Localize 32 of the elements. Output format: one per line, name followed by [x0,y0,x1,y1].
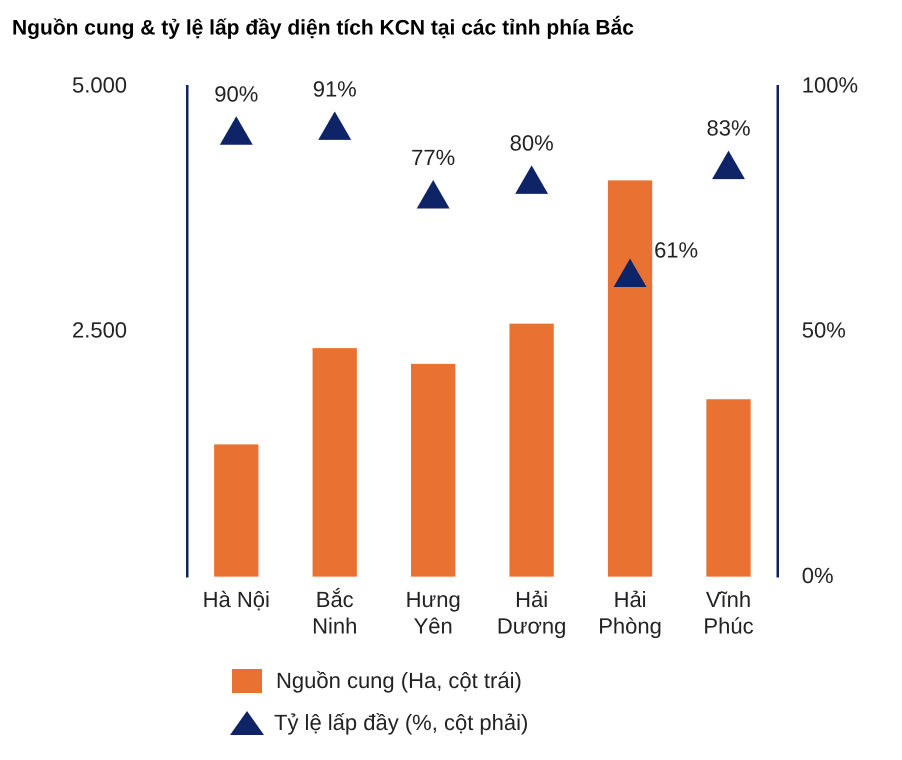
point [220,116,252,145]
legend-label: Nguồn cung (Ha, cột trái) [276,668,522,694]
bar [312,348,357,577]
bar [706,399,751,577]
bar [411,364,456,577]
point [318,112,351,140]
y2-tick-label: 100% [802,72,858,98]
chart-title: Nguồn cung & tỷ lệ lấp đầy diện tích KCN tại các tỉnh phía Bắc [12,15,634,40]
point [417,180,450,209]
bar [509,324,554,577]
data-label: 80% [510,130,554,156]
x-tick-label: Bắc Ninh [312,587,358,638]
y2-tick-label: 50% [802,318,846,343]
point [712,151,745,180]
data-label: 91% [312,76,357,102]
x-tick-label: Hà Nội [202,587,270,612]
x-tick-label: Hưng Yên [406,587,461,638]
bar [214,444,258,577]
x-tick-label: Hải Dương [496,587,566,638]
data-label: 83% [706,116,751,141]
y-tick-label: 5.000 [72,72,128,98]
data-label: 90% [214,81,258,106]
legend-label: Tỷ lệ lấp đầy (%, cột phải) [274,710,528,736]
data-label: 61% [654,238,698,263]
point [614,259,646,288]
y2-tick-label: 0% [802,562,834,588]
point [516,166,548,194]
x-tick-label: Hải Phòng [598,587,662,638]
y-tick-label: 2.500 [72,318,128,343]
x-tick-label: Vĩnh Phúc [703,587,754,638]
bar [608,180,652,577]
data-label: 77% [411,145,456,170]
